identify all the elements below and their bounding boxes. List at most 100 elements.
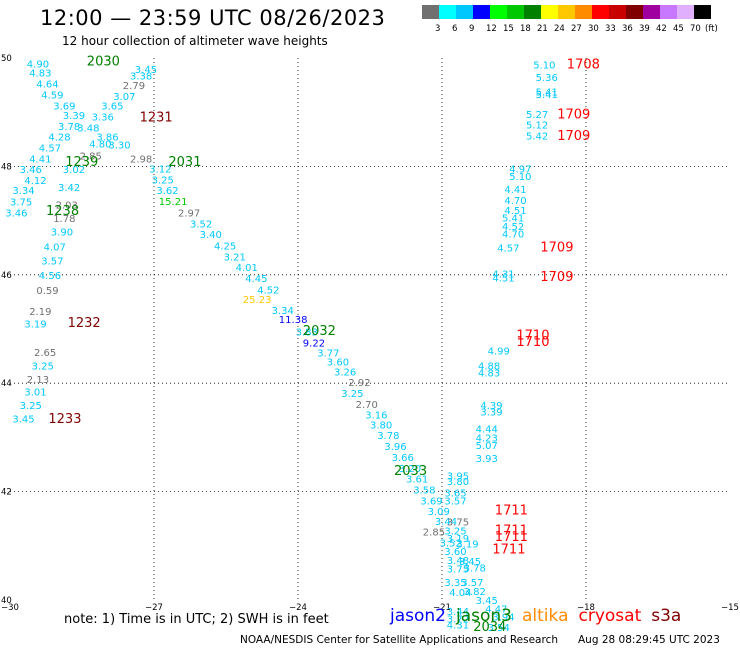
swh-value-label: 5.41 [536, 88, 558, 99]
pass-label: 1711 [492, 543, 525, 558]
scale-swatch [694, 5, 711, 19]
scale-swatch [609, 5, 626, 19]
y-tick-label: 44 [1, 379, 12, 389]
swh-value-label: 2.85 [80, 152, 102, 163]
scale-swatch [558, 5, 575, 19]
pass-label: 1238 [46, 204, 79, 219]
y-tick-label: 50 [1, 54, 12, 64]
scale-swatch [592, 5, 609, 19]
swh-value-label: 4.57 [497, 244, 519, 255]
scale-label: 42 [656, 24, 667, 34]
pass-label: 1709 [540, 270, 573, 285]
pass-label: 1709 [540, 241, 573, 256]
swh-value-label: 3.19 [456, 540, 478, 551]
swh-value-label: 3.57 [41, 257, 63, 268]
swh-value-label: 3.25 [444, 527, 466, 538]
scale-label: 15 [503, 24, 514, 34]
swh-value-label: 2.65 [34, 348, 56, 359]
scale-label: 21 [537, 24, 548, 34]
swh-value-label: 3.82 [464, 587, 486, 598]
swh-value-label: 4.83 [478, 368, 500, 379]
pass-label: 1239 [65, 155, 98, 170]
swh-value-label: 3.61 [406, 475, 428, 486]
swh-value-label: 4.59 [41, 90, 63, 101]
swh-value-label: 5.07 [476, 441, 498, 452]
swh-value-label: 4.47 [485, 605, 507, 616]
scale-swatch [490, 5, 507, 19]
swh-value-label: 3.95 [447, 471, 469, 482]
swh-value-label: 5.10 [533, 61, 555, 72]
scale-swatch [626, 5, 643, 19]
swh-value-label: 3.60 [327, 358, 349, 369]
swh-value-label: 4.01 [236, 263, 258, 274]
swh-value-label: 4.57 [39, 143, 61, 154]
swh-value-label: 4.51 [492, 274, 514, 285]
scale-label: (ft) [705, 24, 718, 34]
swh-value-label: 5.10 [509, 172, 531, 183]
swh-value-label: 3.36 [92, 113, 114, 124]
footer-timestamp: Aug 28 08:29:45 UTC 2023 [578, 634, 720, 646]
swh-value-label: 5.27 [526, 110, 548, 121]
pass-label: 1708 [567, 57, 600, 72]
swh-value-label: 2.79 [123, 81, 145, 92]
swh-value-label: 4.31 [492, 270, 514, 281]
swh-value-label: 4.70 [502, 230, 524, 241]
swh-value-label: 3.12 [149, 165, 171, 176]
swh-value-label: 5.41 [536, 90, 558, 101]
swh-value-label: 3.26 [334, 367, 356, 378]
scale-swatch [439, 5, 456, 19]
swh-value-label: 3.38 [130, 71, 152, 82]
pass-label: 1711 [495, 530, 528, 545]
pass-label: 2030 [87, 55, 120, 70]
pass-label: 1233 [48, 412, 81, 427]
swh-value-label: 3.58 [413, 485, 435, 496]
scale-swatch [677, 5, 694, 19]
swh-value-label: 4.31 [447, 620, 469, 631]
legend-item-altika: altika [522, 606, 569, 626]
swh-value-label: 4.07 [44, 243, 66, 254]
scale-label: 18 [520, 24, 531, 34]
scale-swatch [422, 5, 439, 19]
swh-value-label: 4.97 [509, 165, 531, 176]
swh-value-label: 3.75 [447, 517, 469, 528]
swh-value-label: 3.78 [377, 431, 399, 442]
swh-value-label: 3.21 [224, 252, 246, 263]
swh-value-label: 4.23 [476, 433, 498, 444]
swh-value-label: 3.90 [51, 227, 73, 238]
swh-value-label: 3.62 [156, 186, 178, 197]
swh-value-label: 4.99 [488, 347, 510, 358]
x-tick-label: −27 [145, 603, 163, 613]
scale-label: 3 [435, 24, 441, 34]
swh-value-label: 3.57 [461, 578, 483, 589]
swh-value-label: 4.39 [480, 401, 502, 412]
legend-item-s3a: s3a [651, 606, 682, 626]
scale-swatch [541, 5, 558, 19]
swh-value-label: 3.34 [12, 186, 34, 197]
x-tick-label: −15 [721, 603, 739, 613]
swh-value-label: 9.22 [303, 339, 325, 350]
pass-label: 1709 [557, 107, 590, 122]
scale-label: 36 [622, 24, 633, 34]
swh-value-label: 2.92 [348, 378, 370, 389]
swh-value-label: 5.41 [502, 213, 524, 224]
swh-value-label: 3.45 [12, 414, 34, 425]
swh-value-label: 3.07 [113, 92, 135, 103]
y-tick-label: 48 [1, 162, 12, 172]
swh-value-label: 11.38 [279, 315, 308, 326]
swh-value-label: 3.02 [63, 165, 85, 176]
swh-value-label: 3.25 [32, 361, 54, 372]
scale-label: 45 [673, 24, 684, 34]
swh-value-label: 3.34 [272, 306, 294, 317]
scale-swatch [575, 5, 592, 19]
swh-value-label: 4.41 [29, 154, 51, 165]
swh-value-label: 5.42 [526, 132, 548, 143]
scale-label: 39 [639, 24, 650, 34]
swh-value-label: 3.93 [476, 454, 498, 465]
swh-value-label: 4.44 [476, 425, 498, 436]
swh-value-label: 4.52 [502, 222, 524, 233]
swh-value-label: 3.45 [476, 596, 498, 607]
swh-value-label: 4.52 [257, 285, 279, 296]
swh-value-label: 4.04 [449, 588, 471, 599]
scale-swatch [473, 5, 490, 19]
